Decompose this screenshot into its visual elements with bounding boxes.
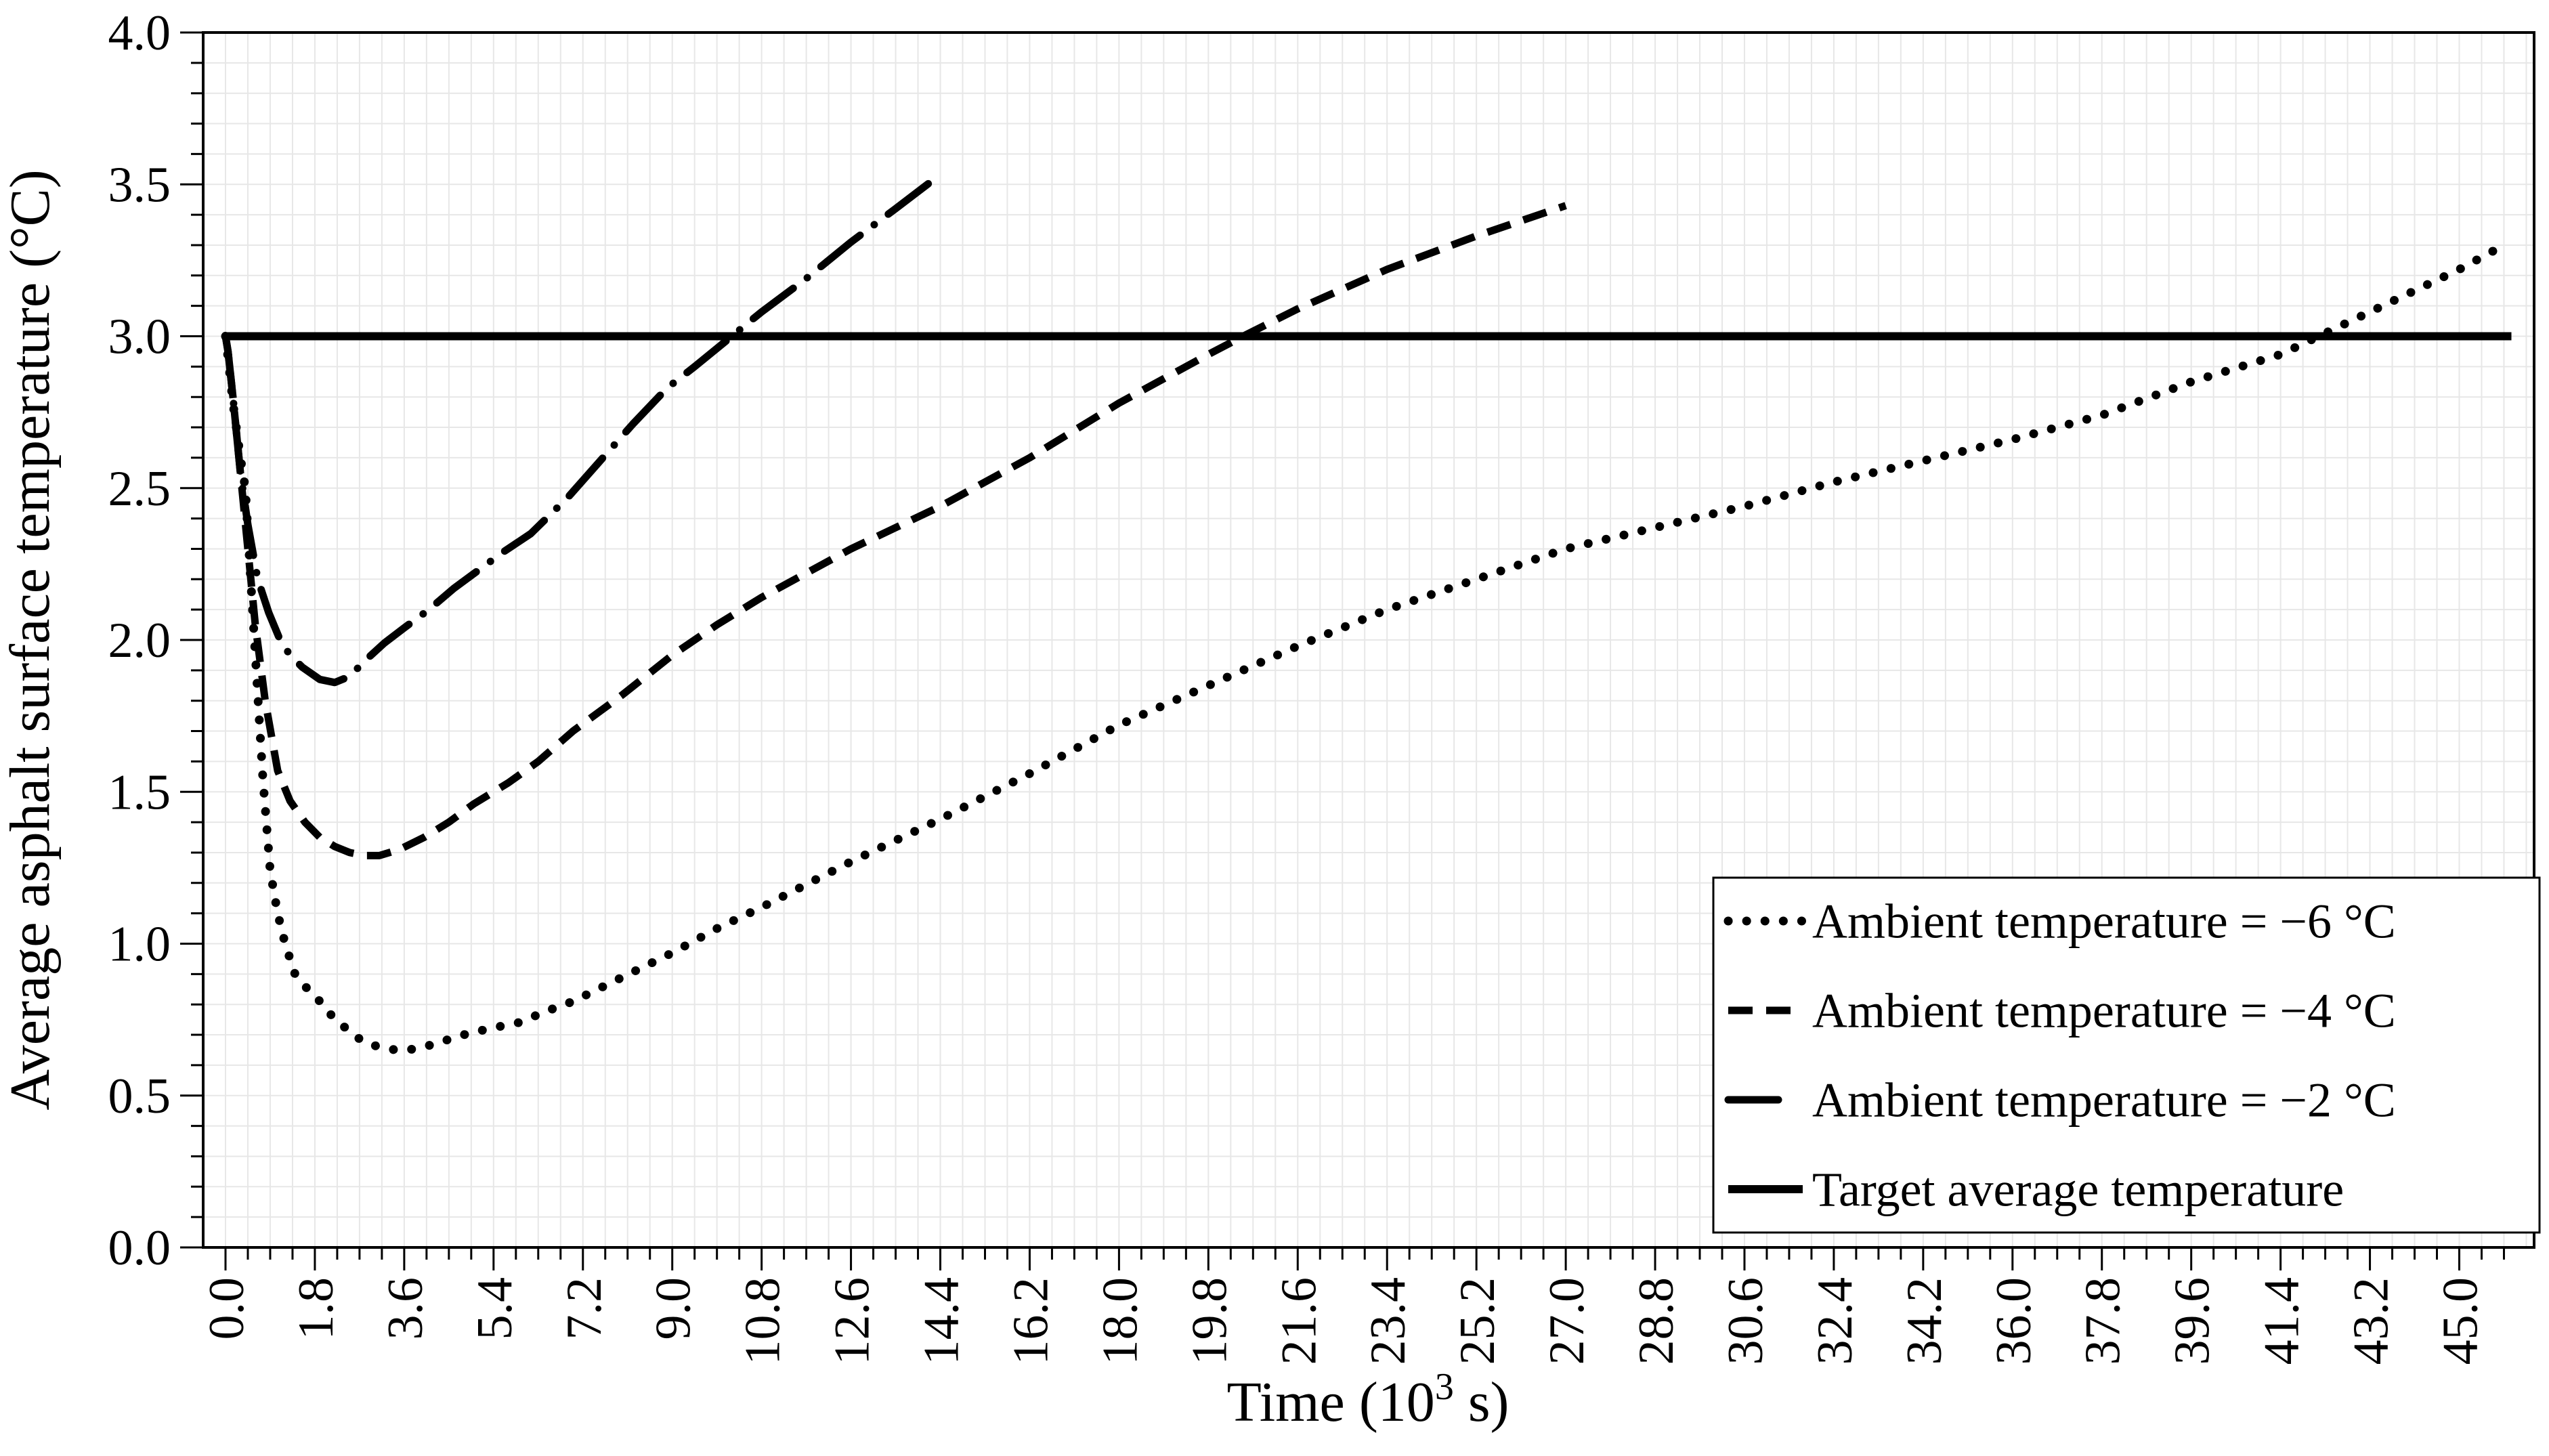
x-tick-label: 36.0 [1986,1277,2042,1365]
x-tick-label: 43.2 [2344,1277,2399,1365]
legend-label: Ambient temperature = −2 °C [1812,1073,2396,1127]
x-tick-label: 39.6 [2165,1277,2221,1365]
x-tick-label: 18.0 [1092,1277,1148,1365]
x-tick-label: 41.4 [2254,1277,2310,1365]
data-series [221,174,2512,1055]
y-tick-label: 0.5 [108,1069,171,1124]
x-tick-label: 37.8 [2076,1277,2131,1365]
y-tick-label: 2.5 [108,461,171,517]
series-line-0-dotted [221,240,2508,1055]
x-tick-label: 0.0 [199,1277,255,1340]
x-tick-label: 21.6 [1271,1277,1327,1365]
y-tick-label: 2.0 [108,613,171,668]
legend-box [1712,876,2541,1234]
x-tick-label: 16.2 [1003,1277,1058,1365]
series-line-1-dashed [221,202,1567,859]
x-tick-label: 10.8 [735,1277,791,1365]
x-tick-label: 3.6 [378,1277,433,1340]
y-tick-label: 0.0 [108,1220,171,1276]
legend: Ambient temperature = −6 °C Ambient tempe… [1712,876,2541,1234]
x-tick-label: 9.0 [646,1277,702,1340]
x-tick-label: 5.4 [467,1277,523,1340]
y-tick-label: 3.5 [108,157,171,213]
series-line-2-dash-dot [221,174,939,687]
x-tick-label: 1.8 [288,1277,344,1340]
x-tick-label: 19.8 [1182,1277,1237,1365]
x-axis-title-suffix: s) [1454,1371,1509,1434]
legend-label: Target average temperature [1812,1162,2344,1216]
legend-label: Ambient temperature = −4 °C [1812,983,2396,1037]
x-tick-label: 32.4 [1807,1277,1863,1365]
y-axis-title: Average asphalt surface temperature (°C) [0,169,62,1110]
x-tick-label: 7.2 [557,1277,612,1340]
axis-tick-labels: 0.0 0.5 1.0 1.5 2.0 2.5 3.0 3.5 4.0 0.0 1.8 3.6 5.4 7… [108,5,2489,1365]
x-tick-label: 25.2 [1450,1277,1505,1365]
x-axis-title-prefix: Time (10 [1227,1371,1435,1434]
y-tick-label: 4.0 [108,5,171,61]
x-tick-label: 23.4 [1361,1277,1416,1365]
x-axis-title-superscript: 3 [1435,1366,1454,1408]
x-tick-label: 45.0 [2433,1277,2489,1365]
x-tick-label: 28.8 [1629,1277,1684,1365]
y-tick-label: 3.0 [108,309,171,365]
x-axis-title: Time (103 s) [1227,1366,1509,1434]
x-tick-label: 34.2 [1897,1277,1952,1365]
x-tick-label: 12.6 [825,1277,880,1365]
y-tick-label: 1.5 [108,765,171,820]
x-tick-label: 30.6 [1718,1277,1774,1365]
y-tick-label: 1.0 [108,917,171,972]
x-tick-label: 27.0 [1539,1277,1595,1365]
legend-label: Ambient temperature = −6 °C [1812,894,2396,948]
x-tick-label: 14.4 [914,1277,970,1365]
axis-ticks [180,31,2505,1270]
